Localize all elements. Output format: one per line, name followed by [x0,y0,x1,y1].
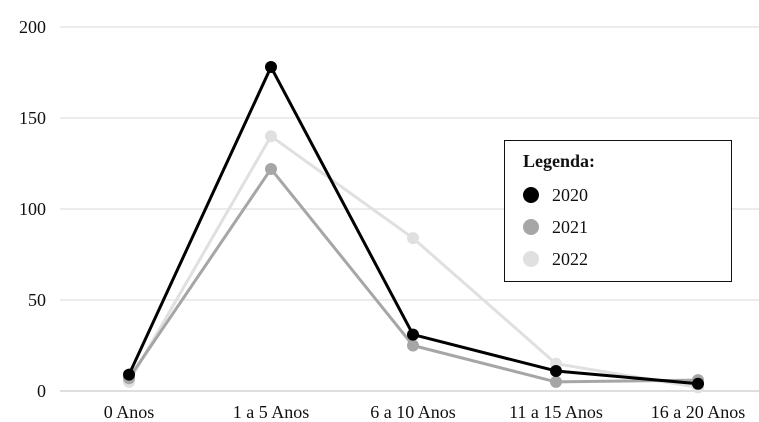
series-lines [123,61,704,394]
x-axis-ticks: 0 Anos 1 a 5 Anos 6 a 10 Anos 11 a 15 Anos 1… [104,402,746,422]
data-point-2020 [123,368,135,381]
data-point-2021 [407,339,419,352]
x-tick-label: 1 a 5 Anos [233,402,310,422]
data-point-2021 [550,375,562,388]
x-tick-label: 0 Anos [104,402,155,422]
legend-marker-2021 [523,219,539,235]
legend-label-2022: 2022 [552,248,588,269]
data-point-2020 [692,377,704,390]
data-point-2020 [407,328,419,341]
legend-item-2020: 2020 [523,184,588,206]
x-tick-label: 6 a 10 Anos [370,402,456,422]
x-tick-label: 16 a 20 Anos [651,402,746,422]
data-point-2020 [550,364,562,377]
y-tick-label: 100 [19,199,46,219]
legend-title: Legenda: [523,151,595,171]
legend: Legenda: 2020 2021 2022 [504,140,732,282]
data-point-2022 [407,232,419,245]
legend-marker-2022 [523,251,539,267]
data-point-2020 [265,61,277,74]
x-tick-label: 11 a 15 Anos [509,402,603,422]
y-tick-label: 150 [19,108,46,128]
data-point-2021 [265,162,277,175]
legend-item-2021: 2021 [523,216,588,238]
legend-label-2020: 2020 [552,184,588,205]
legend-item-2022: 2022 [523,248,588,270]
y-axis-ticks: 0 50 100 150 200 [19,17,46,401]
y-tick-label: 200 [19,17,46,37]
y-tick-label: 0 [37,381,46,401]
data-point-2022 [265,130,277,143]
legend-label-2021: 2021 [552,216,588,237]
y-tick-label: 50 [28,290,46,310]
legend-marker-2020 [523,187,539,203]
